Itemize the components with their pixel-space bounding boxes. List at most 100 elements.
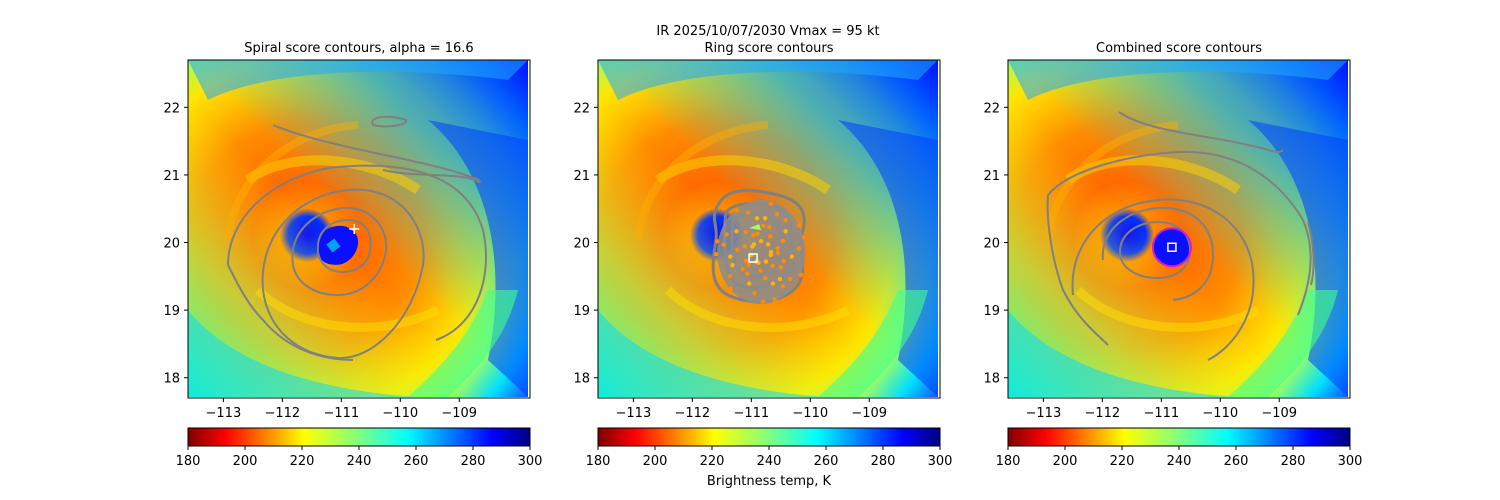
ring-speckle [777,276,783,282]
figure-suptitle: IR 2025/10/07/2030 Vmax = 95 kt [656,24,879,39]
ring-speckle [774,211,780,217]
eye-warm-spot [326,238,341,253]
score-contour [291,206,388,297]
ring-speckle [772,297,777,302]
panel-1: Spiral score contours, alpha = 16.6 −113 −… [163,41,542,469]
ring-speckle [778,265,783,270]
ring-speckle [763,259,769,264]
ring-speckle [762,216,768,221]
colorbar-label: Brightness temp, K [707,474,832,489]
ring-speckle [724,232,729,237]
y-tick-label: 20 [163,237,180,252]
score-contour [371,115,407,128]
score-contour [261,188,425,360]
ring-speckle [763,275,768,281]
y-tick-label: 18 [163,372,180,387]
ring-speckle [758,268,763,273]
ring-speckle [740,266,745,272]
ring-speckle [775,250,781,256]
colorbar-tick-label: 180 [586,454,611,469]
x-tick-label: −111 [733,406,769,421]
colorbar-tick-label: 180 [176,454,201,469]
x-tick-label: −113 [1026,406,1062,421]
y-tick-label: 19 [163,304,180,319]
ring-speckle [760,299,766,304]
y-tick-label: 22 [983,101,1000,116]
colorbar-tick-label: 260 [814,454,839,469]
y-tick-label: 19 [983,304,1000,319]
y-tick-label: 22 [163,101,180,116]
ring-speckle [745,271,750,276]
colorbar-tick-label: 220 [290,454,315,469]
ring-speckle [770,263,775,269]
colorbar-tick-label: 220 [700,454,725,469]
ir-image [188,60,528,397]
center-marker [349,224,360,234]
colorbar-tick-label: 240 [1167,454,1192,469]
y-tick-label: 20 [983,237,1000,252]
ring-speckle [760,223,766,228]
x-tick-label: −112 [1084,406,1120,421]
colorbar-gradient [598,428,940,446]
colorbar-tick-label: 240 [347,454,372,469]
ring-speckle [728,254,733,259]
x-tick-label: −113 [616,406,652,421]
colorbar-tick-label: 180 [996,454,1021,469]
eye-fit-circle [1151,227,1192,268]
x-tick-label: −109 [441,406,477,421]
ring-speckle [755,231,760,237]
ring-speckle [728,286,733,291]
ring-speckle [746,262,751,267]
x-tick-label: −111 [323,406,359,421]
ring-speckle [752,291,757,296]
ring-speckle [721,242,726,248]
score-contour [1071,198,1255,361]
ring-speckle [787,276,793,282]
ring-speckle [780,238,786,244]
axes-frame [1007,59,1351,399]
ring-speckle [754,216,760,221]
ring-speckle [768,252,773,258]
ring-speckle [789,254,795,259]
colorbar-tick-label: 300 [1338,454,1363,469]
ring-speckle [781,258,786,264]
x-tick-label: −113 [206,406,242,421]
colorbar-tick-label: 280 [871,454,896,469]
colorbar: 180 200 220 240 260 280 300 [176,427,542,469]
ring-speckle [751,242,757,247]
ring-speckle [734,208,740,213]
score-contour [1118,111,1284,154]
panel-3: Combined score contours −113 −112 −111 −110 −… [983,41,1362,469]
ring-speckle [796,223,802,228]
ring-speckle [734,247,740,252]
score-contour [316,218,372,274]
score-contour [1307,221,1315,286]
score-contour [227,264,354,361]
ring-speckle [798,272,804,278]
colorbar-tick-label: 260 [404,454,429,469]
colorbar-tick-label: 240 [757,454,782,469]
x-tick-label: −109 [1261,406,1297,421]
colorbar-tick-label: 280 [1281,454,1306,469]
colorbar: 180 200 220 240 260 280 300 [586,427,952,469]
ring-speckle [742,244,748,249]
center-marker [1167,242,1177,253]
y-tick-label: 18 [983,372,1000,387]
x-tick-label: −110 [382,406,418,421]
ring-speckle [758,238,764,244]
colorbar-gradient [188,428,530,446]
x-tick-label: −110 [1202,406,1238,421]
eye-region [1152,228,1191,267]
colorbar-tick-label: 280 [461,454,486,469]
ring-score-blob [717,200,806,305]
x-tick-label: −109 [851,406,887,421]
score-contour [1046,194,1109,346]
ring-speckle [714,239,720,244]
ring-speckle [751,233,756,238]
x-tick-label: −110 [792,406,828,421]
colorbar-tick-label: 260 [1224,454,1249,469]
colorbar-tick-label: 200 [233,454,258,469]
y-tick-label: 19 [573,304,590,319]
ring-speckle [745,210,751,215]
